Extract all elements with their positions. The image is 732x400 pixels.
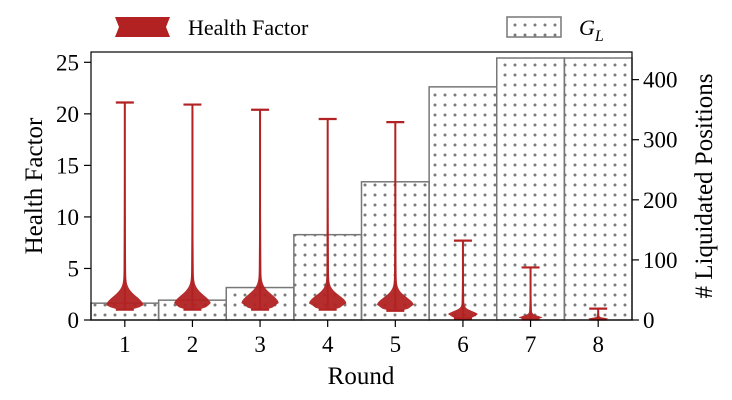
x-tick-label-6: 6 [457, 332, 469, 357]
left-tick-label-5: 5 [68, 256, 80, 281]
gl-bars [90, 57, 633, 321]
right-tick-label-0: 0 [643, 308, 655, 333]
x-tick-label-4: 4 [322, 332, 334, 357]
x-tick-label-2: 2 [187, 332, 199, 357]
x-tick-label-3: 3 [254, 332, 266, 357]
left-tick-label-20: 20 [56, 102, 79, 127]
left-tick-label-25: 25 [56, 50, 79, 75]
x-tick-label-1: 1 [119, 332, 131, 357]
x-tick-label-5: 5 [390, 332, 402, 357]
right-tick-label-400: 400 [643, 68, 678, 93]
left-tick-label-10: 10 [56, 205, 79, 230]
left-tick-label-0: 0 [68, 308, 80, 333]
legend-gl-label: GL [579, 15, 604, 45]
left-tick-label-15: 15 [56, 153, 79, 178]
health-factor-violins [106, 101, 609, 321]
x-tick-label-7: 7 [525, 332, 537, 357]
y-axis-left-label: Health Factor [21, 117, 48, 254]
x-axis-label: Round [328, 363, 395, 390]
y-axis-right-label: # Liquidated Positions [691, 74, 718, 299]
x-axis: 1 2 3 4 5 6 7 8 [119, 320, 604, 357]
plot-area [90, 51, 633, 321]
left-y-axis: 0 5 10 15 20 25 [56, 50, 91, 333]
gl-bar-round-8 [563, 57, 633, 321]
right-tick-label-100: 100 [643, 248, 678, 273]
right-tick-label-200: 200 [643, 188, 678, 213]
legend: Health Factor GL [115, 15, 604, 45]
legend-health-factor-label: Health Factor [188, 15, 309, 40]
x-tick-label-8: 8 [592, 332, 604, 357]
legend-violin-swatch [115, 17, 170, 37]
plot-frame [90, 51, 633, 321]
right-tick-label-300: 300 [643, 128, 678, 153]
right-y-axis: 0 100 200 300 400 [632, 68, 678, 333]
legend-gl-swatch [506, 16, 562, 38]
